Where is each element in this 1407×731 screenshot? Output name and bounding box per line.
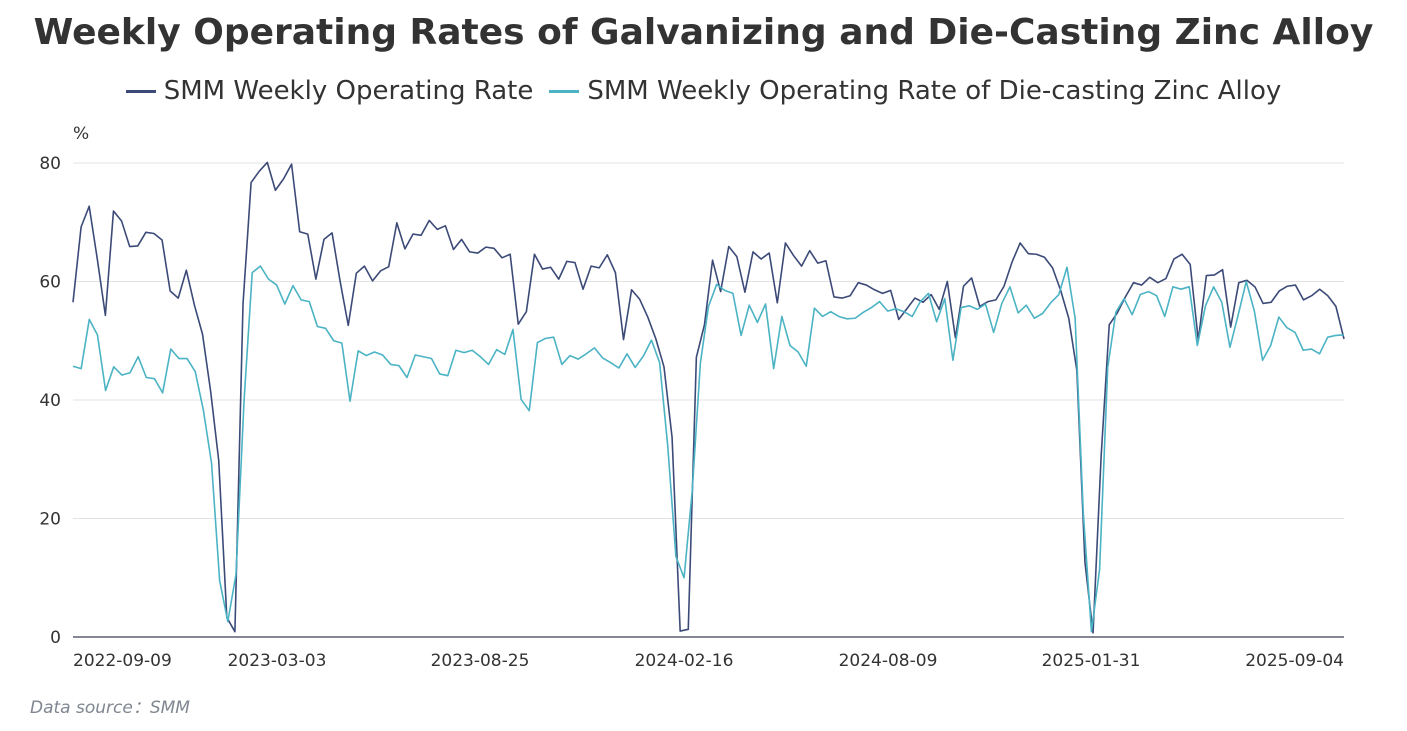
y-tick-label: 0	[50, 628, 61, 648]
data-source-note: Data source：SMM	[30, 698, 190, 718]
y-tick-label: 40	[39, 391, 61, 411]
y-tick-label: 60	[39, 273, 61, 293]
chart-title: Weekly Operating Rates of Galvanizing an…	[33, 12, 1374, 53]
x-tick-label: 2025-09-04	[1245, 651, 1344, 671]
x-tick-label: 2025-01-31	[1042, 651, 1141, 671]
legend-swatch-operating-rate	[125, 89, 156, 93]
series-line-operating-rate[interactable]	[72, 161, 1345, 634]
legend-label-die-casting: SMM Weekly Operating Rate of Die-casting…	[587, 76, 1282, 106]
y-tick-label: 80	[39, 154, 61, 174]
series-line-die-casting[interactable]	[72, 265, 1345, 633]
x-axis-tick-labels: 2022-09-09 2023-03-03 2023-08-25 2024-02-16…	[73, 651, 1344, 671]
x-tick-label: 2024-02-16	[635, 651, 734, 671]
series-lines	[72, 161, 1345, 634]
legend-swatch-die-casting	[549, 89, 580, 93]
x-tick-label: 2023-03-03	[228, 651, 327, 671]
x-tick-label: 2022-09-09	[73, 651, 172, 671]
legend-item-die-casting[interactable]: SMM Weekly Operating Rate of Die-casting…	[549, 76, 1281, 106]
x-tick-label: 2023-08-25	[431, 651, 530, 671]
y-axis-unit: %	[73, 124, 89, 144]
x-tick-label: 2024-08-09	[839, 651, 938, 671]
legend-label-operating-rate: SMM Weekly Operating Rate	[163, 76, 534, 106]
y-tick-label: 20	[39, 510, 61, 530]
legend: SMM Weekly Operating Rate SMM Weekly Ope…	[0, 76, 1407, 106]
grid-lines	[73, 162, 1344, 519]
y-axis-tick-labels: 0 20 40 60 80	[39, 154, 61, 648]
legend-item-operating-rate[interactable]: SMM Weekly Operating Rate	[125, 76, 534, 106]
